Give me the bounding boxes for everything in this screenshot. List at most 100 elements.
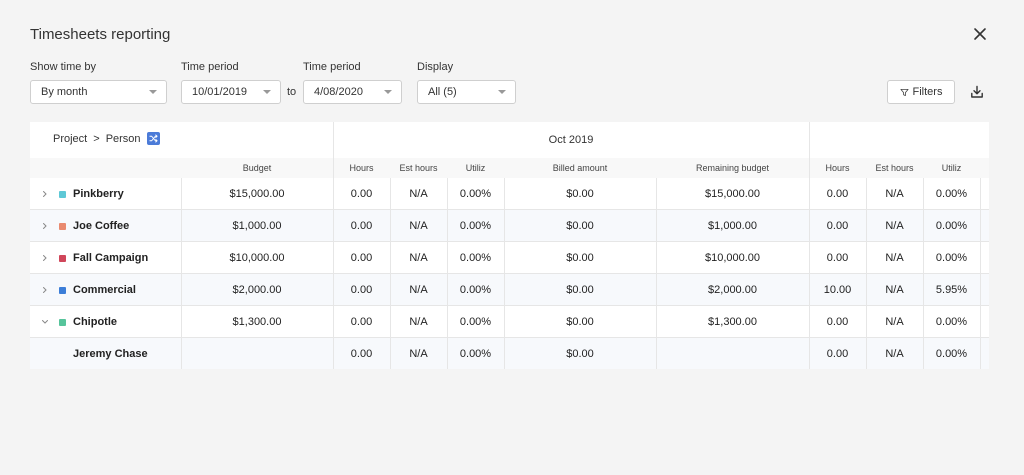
grid-line [30,273,989,274]
cell-util: 0.00% [459,316,492,328]
cell-util-next: 5.95% [935,284,968,296]
chevron-right-icon[interactable] [41,222,49,230]
person-name: Jeremy Chase [73,348,148,360]
project-name: Chipotle [73,316,117,328]
close-icon[interactable] [972,26,988,42]
row-name-cell[interactable]: Commercial [30,274,181,306]
cell-est-next: N/A [885,284,904,296]
cell-billed: $0.00 [566,188,594,200]
cell-budget: $1,300.00 [232,316,282,328]
grouping-separator: > [93,132,100,145]
row-name-cell[interactable]: Joe Coffee [30,210,181,242]
col-header-utiliz: Utiliz [465,163,486,173]
grid-line [30,209,989,210]
cell-util-next: 0.00% [935,316,968,328]
cell-hours: 0.00 [350,348,373,360]
cell-budget: $15,000.00 [229,188,285,200]
table-row[interactable] [30,274,989,306]
table-row[interactable] [30,338,989,369]
cell-util: 0.00% [459,188,492,200]
cell-est: N/A [409,252,428,264]
cell-hours: 0.00 [350,284,373,296]
cell-est-next: N/A [885,316,904,328]
display-value: All (5) [428,86,457,98]
project-color-swatch [59,222,66,230]
cell-hours-next: 0.00 [826,252,849,264]
cell-hours: 0.00 [350,252,373,264]
cell-est-next: N/A [885,348,904,360]
col-header-utiliz-next: Utiliz [941,163,962,173]
row-name-cell[interactable]: Jeremy Chase [30,338,181,369]
cell-remaining: $1,300.00 [708,316,757,328]
project-color-swatch [59,254,66,262]
cell-billed: $0.00 [566,252,594,264]
page-title: Timesheets reporting [30,26,171,43]
cell-util-next: 0.00% [935,220,968,232]
cell-est: N/A [409,188,428,200]
to-text: to [287,86,297,98]
cell-remaining: $1,000.00 [708,220,757,232]
time-period-start-select[interactable]: 10/01/2019 [181,80,281,104]
cell-hours: 0.00 [350,220,373,232]
cell-util: 0.00% [459,284,492,296]
cell-util: 0.00% [459,220,492,232]
cell-hours-next: 0.00 [826,188,849,200]
cell-est: N/A [409,348,428,360]
row-name-cell[interactable]: Chipotle [30,306,181,338]
filters-label: Filters [912,86,943,98]
time-period-end-value: 4/08/2020 [314,86,363,98]
project-color-swatch [59,318,66,326]
grid-line [333,122,334,369]
col-header-billed-amount: Billed amount [552,163,608,173]
time-period-start-value: 10/01/2019 [192,86,248,98]
time-period-end-label: Time period [303,61,361,73]
timesheet-table: Pinkberry $15,000.00 0.00 N/A 0.00% $0.00 $15,… [30,122,989,369]
filters-button[interactable]: Filters [887,80,955,104]
cell-remaining: $10,000.00 [704,252,761,264]
chevron-down-icon[interactable] [41,318,49,326]
col-header-est-hours-next: Est hours [875,163,914,173]
show-time-by-select[interactable]: By month [30,80,167,104]
grid-line [30,337,989,338]
cell-est: N/A [409,316,428,328]
table-row[interactable] [30,210,989,242]
chevron-right-icon[interactable] [41,190,49,198]
show-time-by-label: Show time by [30,61,97,73]
chevron-right-icon[interactable] [41,254,49,262]
display-label: Display [417,61,454,73]
chevron-down-icon [149,90,157,94]
cell-billed: $0.00 [566,316,594,328]
cell-remaining: $2,000.00 [708,284,757,296]
cell-budget: $2,000.00 [232,284,282,296]
cell-util: 0.00% [459,348,492,360]
month-header-oct-2019: Oct 2019 [548,134,594,146]
cell-est-next: N/A [885,188,904,200]
project-color-swatch [59,190,66,198]
col-header-hours: Hours [349,163,374,173]
cell-hours: 0.00 [350,316,373,328]
cell-est: N/A [409,284,428,296]
show-time-by-value: By month [41,86,88,98]
project-name: Pinkberry [73,188,124,200]
shuffle-icon[interactable] [146,132,160,145]
chevron-right-icon[interactable] [41,286,49,294]
download-icon[interactable] [970,85,984,99]
cell-billed: $0.00 [566,220,594,232]
cell-util-next: 0.00% [935,348,968,360]
project-name: Joe Coffee [73,220,130,232]
cell-budget: $1,000.00 [232,220,282,232]
time-period-end-select[interactable]: 4/08/2020 [303,80,402,104]
grouping-header: Project > Person [53,132,160,145]
grid-line [30,305,989,306]
project-name: Commercial [73,284,136,296]
cell-billed: $0.00 [566,348,594,360]
cell-budget [181,338,333,369]
col-header-hours-next: Hours [825,163,850,173]
project-color-swatch [59,286,66,294]
row-name-cell[interactable]: Pinkberry [30,178,181,210]
cell-remaining: $15,000.00 [704,188,761,200]
chevron-down-icon [498,90,506,94]
row-name-cell[interactable]: Fall Campaign [30,242,181,274]
display-select[interactable]: All (5) [417,80,516,104]
cell-hours-next: 10.00 [823,284,852,296]
